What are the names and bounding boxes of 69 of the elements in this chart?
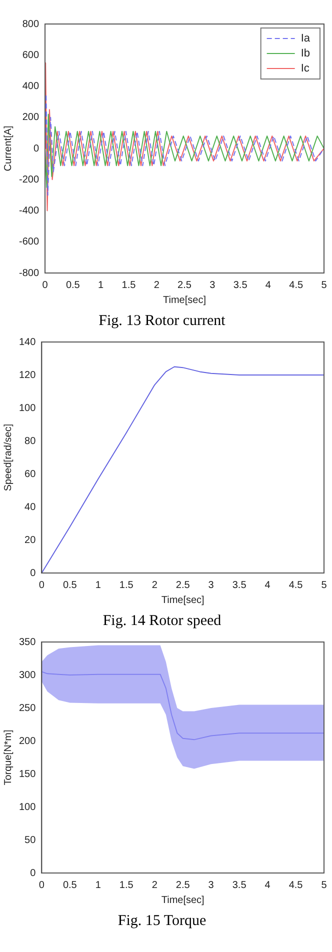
x-tick-label: 0.5 [66, 280, 80, 291]
x-tick-label: 3 [208, 580, 214, 591]
x-axis-title: Time[sec] [161, 594, 205, 606]
x-tick-label: 4 [265, 280, 272, 291]
y-tick-label: 0 [30, 568, 36, 579]
y-tick-label: -200 [19, 174, 40, 186]
y-tick-label: 120 [18, 370, 36, 381]
x-tick-label: 0.5 [62, 880, 78, 891]
y-tick-label: 200 [18, 736, 36, 747]
legend-label: Ia [300, 32, 311, 45]
x-tick-label: 0 [42, 280, 48, 291]
y-tick-label: 140 [18, 336, 36, 348]
x-tick-label: 1.5 [119, 580, 134, 591]
y-tick-label: 0 [33, 143, 40, 154]
y-tick-label: 200 [22, 112, 40, 124]
x-tick-label: 5 [321, 580, 328, 591]
x-tick-label: 4.5 [289, 280, 304, 291]
y-axis-title: Speed[rad/sec] [2, 424, 14, 492]
x-axis-title: Time[sec] [161, 894, 205, 906]
x-tick-label: 0.5 [62, 580, 78, 591]
y-tick-label: 20 [24, 534, 36, 546]
y-tick-label: 350 [18, 636, 36, 648]
x-tick-label: 2 [154, 280, 160, 291]
line-series [45, 94, 324, 196]
y-tick-label: -800 [19, 268, 40, 279]
x-tick-label: 2 [152, 580, 158, 591]
y-tick-label: -600 [19, 236, 40, 248]
y-tick-label: 60 [24, 468, 36, 480]
y-tick-label: 150 [18, 768, 36, 780]
y-tick-label: 100 [18, 802, 36, 813]
x-tick-label: 1 [95, 580, 102, 591]
x-tick-label: 3.5 [233, 280, 248, 291]
x-tick-label: 3.5 [232, 880, 247, 891]
x-tick-label: 3 [210, 280, 216, 291]
legend-label: Ic [300, 62, 310, 75]
y-tick-label: 800 [22, 18, 40, 30]
x-tick-label: 3.5 [232, 580, 247, 591]
x-tick-label: 4.5 [288, 580, 304, 591]
y-tick-label: 600 [22, 50, 40, 61]
y-tick-label: 100 [18, 402, 36, 414]
x-tick-label: 4.5 [288, 880, 304, 891]
x-tick-label: 5 [321, 280, 328, 291]
text: Fig. 13 Rotor current [98, 312, 226, 329]
y-tick-label: 400 [22, 81, 40, 92]
text: Fig. 14 Rotor speed [102, 612, 222, 629]
y-tick-label: 0 [30, 868, 36, 879]
x-tick-label: 2.5 [176, 580, 190, 591]
x-tick-label: 2 [152, 880, 158, 891]
x-axis-title: Time[sec] [163, 294, 206, 306]
y-tick-label: 50 [24, 834, 36, 846]
x-tick-label: 1.5 [119, 880, 134, 891]
x-tick-label: 1 [98, 280, 104, 291]
y-tick-label: 300 [18, 670, 36, 681]
y-tick-label: 40 [24, 502, 36, 513]
x-tick-label: 5 [321, 880, 328, 891]
y-tick-label: 250 [18, 702, 36, 714]
x-tick-label: 2.5 [178, 280, 192, 291]
x-tick-label: 4 [264, 880, 271, 891]
y-tick-label: -400 [19, 206, 40, 216]
y-tick-label: 80 [24, 436, 36, 447]
y-axis-title: Torque[N*m] [2, 729, 14, 786]
x-tick-label: 3 [208, 880, 214, 891]
legend-label: Ib [300, 48, 310, 60]
text: Fig. 15 Torque [118, 912, 206, 929]
x-tick-label: 1 [95, 880, 102, 891]
x-tick-label: 4 [264, 580, 271, 591]
x-tick-label: 1.5 [122, 280, 136, 291]
x-tick-label: 2.5 [176, 880, 190, 891]
y-axis-title: Current[A] [2, 125, 14, 172]
